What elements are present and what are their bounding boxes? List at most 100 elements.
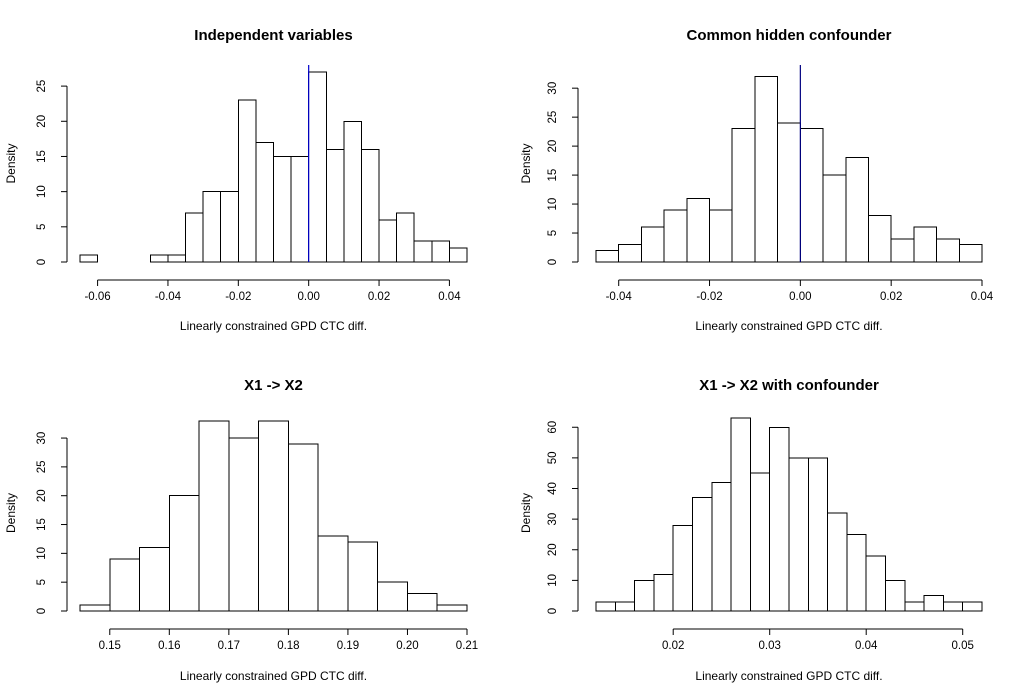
histogram-panel-4: X1 -> X2 with confounder 0.02 0.03 0.04 0.05…	[519, 377, 983, 683]
y-tick-label: 50	[547, 451, 559, 464]
y-tick-label: 5	[547, 230, 559, 236]
chart-title: Independent variables	[194, 27, 352, 44]
x-tick-label: 0.21	[456, 640, 478, 652]
histogram-bar	[769, 426, 790, 612]
chart-title: X1 -> X2	[244, 377, 303, 394]
histogram-bar	[273, 155, 292, 263]
histogram-bar	[672, 524, 694, 612]
histogram-bar	[228, 437, 260, 612]
histogram-bar	[799, 128, 824, 263]
histogram-bar	[846, 533, 867, 612]
y-tick-label: 15	[36, 150, 48, 163]
histogram-bar	[904, 601, 925, 612]
histogram-bar	[754, 76, 779, 263]
x-tick-label: -0.06	[84, 291, 110, 303]
histogram-bar	[287, 443, 319, 612]
x-tick-label: 0.04	[438, 291, 461, 303]
histogram-bar	[360, 148, 380, 263]
histogram-bar	[731, 128, 756, 263]
histogram-bar	[913, 226, 938, 263]
histogram-bar	[220, 191, 239, 263]
x-tick-label: 0.15	[99, 640, 121, 652]
chart-title: X1 -> X2 with confounder	[699, 377, 879, 394]
histogram-bar	[185, 212, 204, 263]
histogram-bar	[822, 174, 847, 263]
histogram-bar	[936, 238, 960, 263]
x-tick-label: 0.00	[297, 291, 319, 303]
histogram-bar	[730, 417, 751, 612]
histogram-bar	[198, 420, 230, 612]
y-axis-label: Density	[4, 493, 18, 533]
histogram-bar	[406, 593, 438, 612]
x-tick-label: -0.04	[155, 291, 182, 303]
x-axis-label: Linearly constrained GPD CTC diff.	[695, 669, 882, 683]
x-tick-label: 0.04	[971, 291, 994, 303]
histogram-bar	[109, 558, 141, 612]
histogram-bar	[663, 209, 688, 263]
histogram-bar	[377, 581, 408, 612]
histogram-bar	[962, 601, 983, 612]
histogram-bar	[168, 495, 200, 612]
chart-title: Common hidden confounder	[687, 27, 892, 44]
x-tick-label: 0.02	[662, 640, 684, 652]
histogram-bar	[711, 481, 732, 612]
histogram-panel-3: X1 -> X2 0.15 0.16 0.17 0.18 0.19 0.20 0.21 0 5 10…	[4, 377, 478, 683]
histogram-bar	[618, 244, 642, 263]
y-tick-label: 10	[547, 198, 559, 211]
y-tick-label: 25	[547, 111, 559, 124]
x-axis-label: Linearly constrained GPD CTC diff.	[180, 669, 367, 683]
histogram-bar	[777, 122, 801, 263]
y-tick-label: 25	[36, 460, 48, 473]
histogram-bar	[317, 535, 349, 612]
histogram-panel-1: Independent variables -0.06 -0.04 -0.02 0.00…	[4, 27, 468, 333]
histogram-bar	[867, 215, 892, 263]
y-tick-label: 20	[547, 140, 559, 153]
y-tick-label: 0	[547, 259, 559, 265]
histogram-bar	[202, 191, 222, 263]
histogram-bar	[749, 472, 771, 612]
y-tick-label: 60	[547, 421, 559, 434]
x-tick-label: 0.20	[396, 640, 418, 652]
histogram-bar	[431, 240, 450, 263]
histogram-bar	[448, 247, 468, 263]
histogram-bar	[347, 541, 379, 612]
histogram-bar	[343, 120, 362, 263]
y-axis-label: Density	[519, 143, 533, 183]
x-tick-label: 0.19	[337, 640, 359, 652]
x-tick-label: 0.05	[952, 640, 974, 652]
x-tick-label: 0.02	[880, 291, 902, 303]
y-tick-label: 15	[547, 169, 559, 182]
x-axis-label: Linearly constrained GPD CTC diff.	[695, 319, 882, 333]
histogram-bar	[237, 99, 257, 263]
histogram-bar	[885, 579, 906, 612]
histogram-bar	[595, 249, 620, 263]
histogram-bar	[290, 155, 310, 263]
histogram-bar	[923, 595, 944, 612]
x-tick-label: 0.02	[368, 291, 390, 303]
histogram-bar	[325, 148, 345, 263]
histogram-bar	[865, 555, 887, 612]
histogram-bar	[413, 240, 433, 263]
histogram-bar	[788, 457, 809, 612]
histogram-bar	[378, 219, 398, 263]
histogram-bar	[149, 254, 169, 263]
x-tick-label: 0.00	[789, 291, 811, 303]
histogram-bar	[614, 601, 636, 612]
y-tick-label: 20	[36, 489, 48, 502]
histogram-bar	[308, 71, 327, 263]
histogram-bar	[634, 579, 655, 612]
histogram-bar	[958, 244, 983, 263]
x-axis-label: Linearly constrained GPD CTC diff.	[180, 319, 367, 333]
histogram-bar	[807, 457, 829, 612]
histogram-panel-2: Common hidden confounder -0.04 -0.02 0.00 0.…	[519, 27, 994, 333]
histogram-bar	[709, 209, 733, 263]
y-tick-label: 5	[36, 224, 48, 230]
x-tick-label: 0.04	[855, 640, 878, 652]
histogram-bar	[653, 573, 674, 612]
x-tick-label: -0.02	[696, 291, 722, 303]
x-tick-label: 0.17	[218, 640, 240, 652]
x-tick-label: -0.04	[606, 291, 633, 303]
histogram-bar	[686, 197, 711, 263]
y-axis-label: Density	[4, 143, 18, 183]
x-tick-label: 0.03	[759, 640, 781, 652]
